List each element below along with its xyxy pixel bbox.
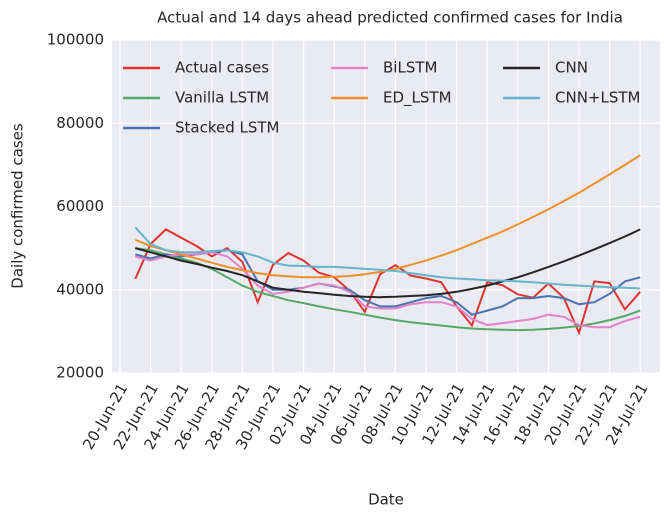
legend-label: Actual cases [175,59,269,77]
legend-label: CNN [555,59,588,77]
legend-label: BiLSTM [383,59,437,77]
series-line [135,247,641,332]
legend-label: CNN+LSTM [555,89,640,107]
legend-label: ED_LSTM [383,89,452,108]
y-tick-label: 20000 [56,364,104,382]
y-tick-label: 60000 [56,197,104,215]
y-axis-label: Daily confirmed cases [9,123,27,289]
series-line [134,226,641,290]
y-tick-label: 100000 [47,31,104,49]
legend-label: Stacked LSTM [175,119,280,137]
x-axis-label: Date [368,491,404,509]
legend-label: Vanilla LSTM [175,89,269,107]
y-tick-label: 40000 [56,280,104,298]
series-line [135,228,641,299]
chart-title: Actual and 14 days ahead predicted confi… [157,9,623,27]
y-tick-label: 80000 [56,114,104,132]
series-line [135,251,641,329]
